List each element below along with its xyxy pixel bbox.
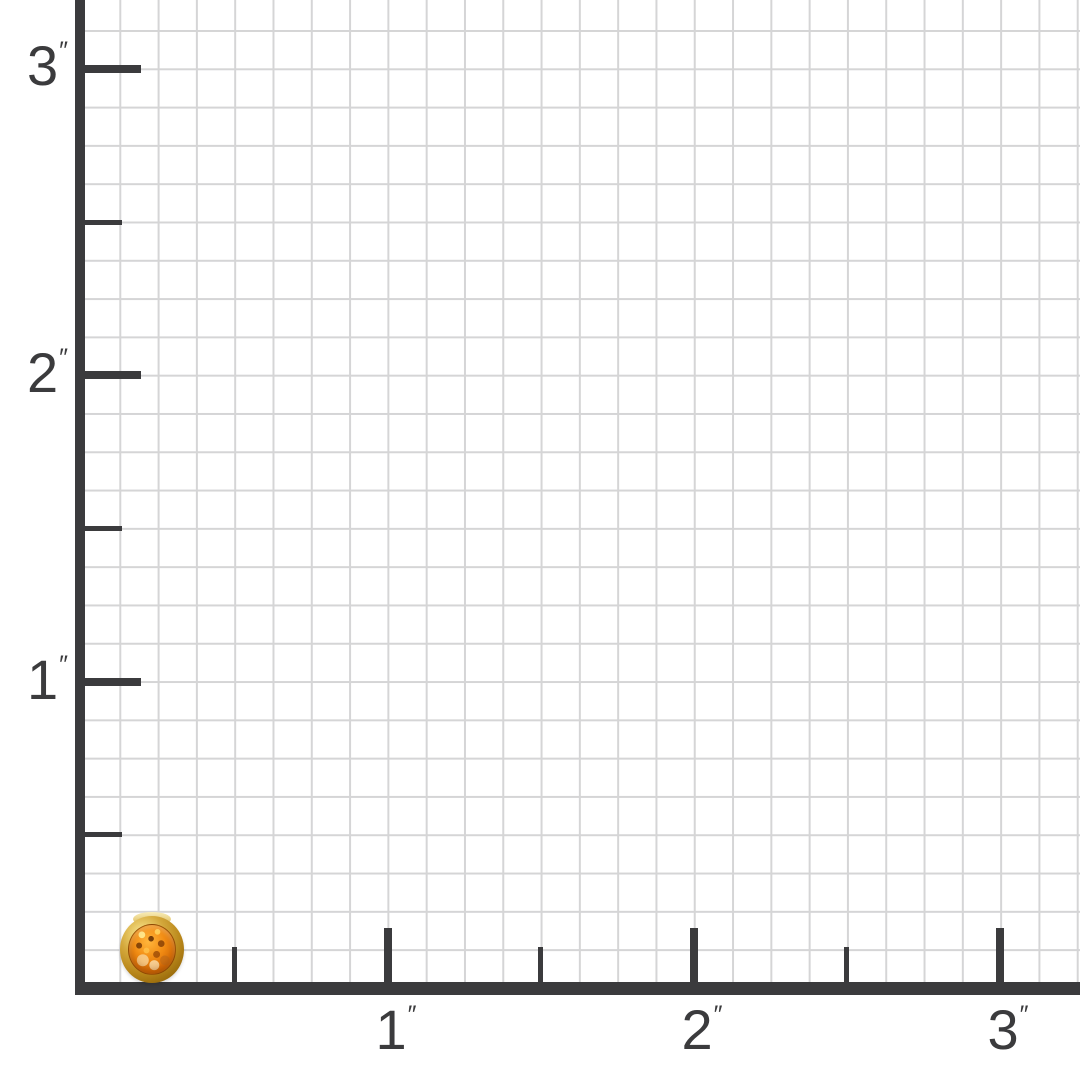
inch-mark: ″: [59, 651, 68, 679]
graph-paper-grid: [80, 0, 1080, 982]
y-axis-label-3in-value: 3: [26, 34, 58, 97]
x-axis-label-1in: 1″: [325, 1001, 465, 1069]
y-axis-minor-tick-2p5in: [85, 220, 122, 225]
y-axis-minor-tick-0p5in: [85, 832, 122, 837]
inch-mark: ″: [713, 1001, 723, 1029]
y-axis-major-tick-1in: [85, 678, 141, 686]
inch-mark: ″: [59, 37, 68, 65]
gemstone-stud-earring: [119, 912, 185, 984]
y-axis-label-2in-value: 2: [26, 341, 58, 404]
y-axis-major-tick-3in: [85, 65, 141, 73]
x-axis-major-tick-1in: [384, 928, 392, 982]
vertical-ruler-axis: [75, 0, 85, 995]
y-axis-label-3in: 3″: [0, 37, 68, 105]
y-axis-minor-tick-1p5in: [85, 526, 122, 531]
inch-mark: ″: [1019, 1001, 1029, 1029]
x-axis-label-3in: 3″: [937, 1001, 1077, 1069]
x-axis-label-3in-value: 3: [987, 998, 1018, 1061]
gold-bezel: [120, 916, 184, 983]
inch-mark: ″: [407, 1001, 417, 1029]
inch-mark: ″: [59, 344, 68, 372]
y-axis-label-1in-value: 1: [26, 648, 58, 711]
x-axis-minor-tick-2p5in: [844, 947, 849, 982]
x-axis-label-2in-value: 2: [681, 998, 712, 1061]
x-axis-minor-tick-1p5in: [538, 947, 543, 982]
x-axis-minor-tick-0p5in: [232, 947, 237, 982]
horizontal-ruler-axis: [75, 982, 1080, 995]
y-axis-label-1in: 1″: [0, 651, 68, 719]
y-axis-major-tick-2in: [85, 371, 141, 379]
x-axis-label-2in: 2″: [631, 1001, 771, 1069]
x-axis-label-1in-value: 1: [375, 998, 406, 1061]
x-axis-major-tick-3in: [996, 928, 1004, 982]
orange-gemstone-face: [128, 924, 176, 975]
y-axis-label-2in: 2″: [0, 344, 68, 412]
x-axis-major-tick-2in: [690, 928, 698, 982]
